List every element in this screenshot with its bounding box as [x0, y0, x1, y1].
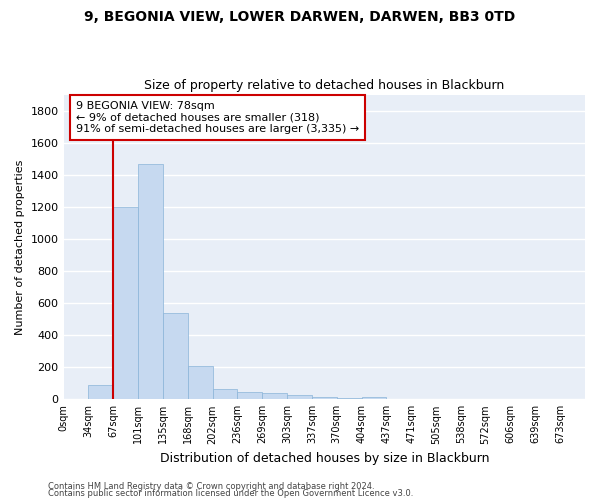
Bar	[212, 389, 238, 400]
Text: 9 BEGONIA VIEW: 78sqm
← 9% of detached houses are smaller (318)
91% of semi-deta: 9 BEGONIA VIEW: 78sqm ← 9% of detached h…	[76, 101, 359, 134]
Text: Contains public sector information licensed under the Open Government Licence v3: Contains public sector information licen…	[48, 489, 413, 498]
Bar	[262, 393, 287, 400]
Bar	[88, 385, 113, 400]
Bar	[312, 398, 337, 400]
Bar	[138, 164, 163, 400]
Bar	[163, 312, 188, 400]
Bar	[188, 366, 212, 400]
Bar	[362, 398, 386, 400]
X-axis label: Distribution of detached houses by size in Blackburn: Distribution of detached houses by size …	[160, 452, 489, 465]
Bar	[337, 398, 362, 400]
Bar	[113, 207, 138, 400]
Text: 9, BEGONIA VIEW, LOWER DARWEN, DARWEN, BB3 0TD: 9, BEGONIA VIEW, LOWER DARWEN, DARWEN, B…	[85, 10, 515, 24]
Bar	[287, 395, 312, 400]
Y-axis label: Number of detached properties: Number of detached properties	[15, 159, 25, 334]
Bar	[238, 392, 262, 400]
Text: Contains HM Land Registry data © Crown copyright and database right 2024.: Contains HM Land Registry data © Crown c…	[48, 482, 374, 491]
Title: Size of property relative to detached houses in Blackburn: Size of property relative to detached ho…	[144, 79, 505, 92]
